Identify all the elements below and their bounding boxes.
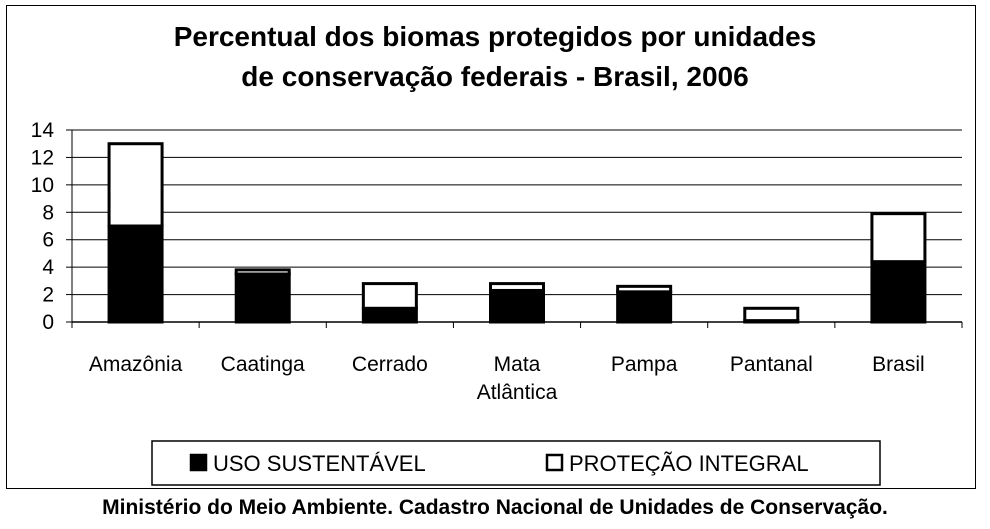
bar-uso-sustentavel-4: [616, 290, 673, 324]
source-caption: Ministério do Meio Ambiente. Cadastro Na…: [102, 496, 888, 519]
y-tick-label-10: 10: [31, 174, 54, 197]
x-tick-label-3-1: Atlântica: [477, 381, 558, 404]
x-tick-label-1-0: Caatinga: [221, 353, 305, 376]
y-tick-label-12: 12: [31, 146, 54, 169]
chart-title-line-1: Percentual dos biomas protegidos por uni…: [174, 21, 817, 52]
legend-label-uso-sustentavel: USO SUSTENTÁVEL: [213, 451, 426, 476]
y-tick-label-2: 2: [42, 284, 54, 307]
bar-protecao-integral-4: [616, 284, 673, 294]
y-tick-label-14: 14: [31, 119, 55, 142]
bar-uso-sustentavel-1: [234, 272, 291, 324]
bar-protecao-integral-0: [107, 142, 164, 228]
y-tick-label-8: 8: [42, 201, 54, 224]
bar-uso-sustentavel-3: [489, 288, 545, 324]
legend-swatch-uso-sustentavel: [189, 453, 208, 472]
x-tick-label-5-0: Pantanal: [730, 353, 813, 376]
bar-protecao-integral-5: [743, 306, 800, 323]
x-tick-label-3-0: Mata: [494, 353, 541, 376]
bar-uso-sustentavel-2: [361, 306, 418, 324]
chart-frame: [6, 5, 976, 489]
bar-protecao-integral-6: [870, 212, 927, 264]
x-tick-label-6-0: Brasil: [872, 353, 925, 376]
y-tick-label-0: 0: [42, 311, 54, 334]
bar-protecao-integral-1: [234, 268, 291, 276]
y-tick-label-6: 6: [42, 229, 54, 252]
y-tick-label-4: 4: [42, 256, 54, 279]
legend-label-protecao-integral: PROTEÇÃO INTEGRAL: [569, 451, 809, 476]
legend-swatch-protecao-integral: [545, 453, 564, 472]
chart-title-line-2: de conservação federais - Brasil, 2006: [241, 61, 748, 92]
x-tick-label-0-0: Amazônia: [89, 353, 183, 376]
bar-uso-sustentavel-6: [870, 260, 927, 324]
legend-box: [151, 440, 881, 486]
bar-protecao-integral-3: [489, 282, 545, 292]
bar-uso-sustentavel-0: [107, 224, 164, 324]
bar-protecao-integral-2: [361, 282, 418, 310]
x-tick-label-4-0: Pampa: [611, 353, 678, 376]
x-tick-label-2-0: Cerrado: [352, 353, 428, 376]
